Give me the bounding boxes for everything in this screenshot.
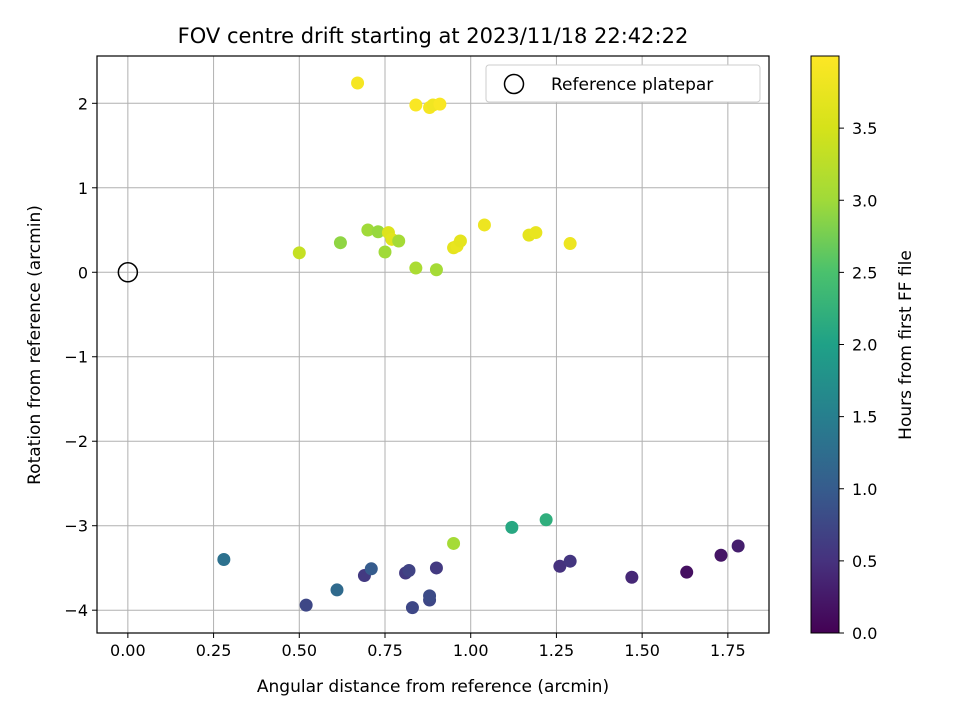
y-tick-label: 2 — [78, 94, 88, 113]
data-points — [217, 76, 745, 615]
data-point — [529, 226, 543, 240]
x-tick-label: 0.00 — [110, 641, 146, 660]
data-point — [477, 218, 491, 232]
x-tick-label: 1.00 — [453, 641, 489, 660]
data-point — [378, 245, 392, 259]
data-point — [563, 237, 577, 251]
colorbar-tick-label: 1.0 — [852, 480, 877, 499]
x-axis: 0.00 0.25 0.50 0.75 1.00 1.25 1.50 1.75 — [110, 633, 746, 660]
y-tick-label: 0 — [78, 263, 88, 282]
x-axis-label: Angular distance from reference (arcmin) — [257, 677, 609, 697]
data-point — [625, 570, 639, 584]
data-point — [433, 97, 447, 111]
legend-reference-marker — [503, 73, 525, 95]
data-point — [364, 562, 378, 576]
data-point — [217, 553, 231, 567]
data-point — [680, 565, 694, 579]
legend-box — [485, 64, 761, 103]
x-tick-label: 0.50 — [281, 641, 317, 660]
y-tick-label: −1 — [64, 348, 88, 367]
x-tick-label: 1.50 — [624, 641, 660, 660]
y-tick-label: −4 — [64, 601, 88, 620]
colorbar-gradient — [811, 56, 839, 633]
colorbar-tick-label: 2.5 — [852, 263, 877, 282]
data-point — [392, 234, 406, 248]
data-point — [731, 539, 745, 553]
data-point — [409, 98, 423, 112]
legend: Reference platepar — [485, 64, 761, 103]
data-point — [333, 236, 347, 250]
y-tick-label: −2 — [64, 432, 88, 451]
data-point — [292, 246, 306, 260]
data-point — [539, 513, 553, 527]
colorbar: 0.0 0.5 1.0 1.5 2.0 2.5 3.0 3.5 Hours from firs… — [810, 55, 916, 643]
y-axis-label: Rotation from reference (arcmin) — [25, 205, 45, 485]
x-tick-label: 1.25 — [539, 641, 575, 660]
data-point — [330, 583, 344, 597]
colorbar-tick-label: 0.0 — [852, 624, 877, 643]
x-tick-label: 1.75 — [710, 641, 746, 660]
y-tick-label: 1 — [78, 179, 88, 198]
data-point — [409, 261, 423, 275]
data-point — [447, 536, 461, 550]
x-tick-label: 0.75 — [367, 641, 403, 660]
colorbar-label: Hours from first FF file — [896, 250, 916, 440]
data-point — [563, 554, 577, 568]
data-point — [423, 589, 437, 603]
data-point — [371, 225, 385, 239]
plot-frame — [96, 55, 770, 634]
data-point — [405, 601, 419, 615]
data-point — [361, 223, 375, 237]
colorbar-tick-label: 3.5 — [852, 119, 877, 138]
data-point — [429, 561, 443, 575]
data-point — [453, 234, 467, 248]
data-point — [505, 520, 519, 534]
data-point — [714, 548, 728, 562]
colorbar-ticks: 0.0 0.5 1.0 1.5 2.0 2.5 3.0 3.5 — [839, 119, 877, 643]
colorbar-tick-label: 3.0 — [852, 191, 877, 210]
reference-marker — [117, 262, 139, 283]
x-tick-label: 0.25 — [196, 641, 232, 660]
data-point — [402, 563, 416, 577]
data-point — [299, 598, 313, 612]
colorbar-tick-label: 0.5 — [852, 552, 877, 571]
colorbar-tick-label: 1.5 — [852, 408, 877, 427]
data-point — [429, 263, 443, 277]
reference-platepar-marker — [117, 262, 139, 283]
colorbar-tick-label: 2.0 — [852, 336, 877, 355]
y-axis: 2 1 0 −1 −2 −3 −4 — [64, 94, 97, 620]
grid — [97, 56, 769, 633]
data-point — [351, 76, 365, 90]
chart-title: FOV centre drift starting at 2023/11/18 … — [178, 24, 689, 48]
legend-label-reference-platepar: Reference platepar — [551, 75, 713, 95]
y-tick-label: −3 — [64, 517, 88, 536]
data-point — [553, 559, 567, 573]
